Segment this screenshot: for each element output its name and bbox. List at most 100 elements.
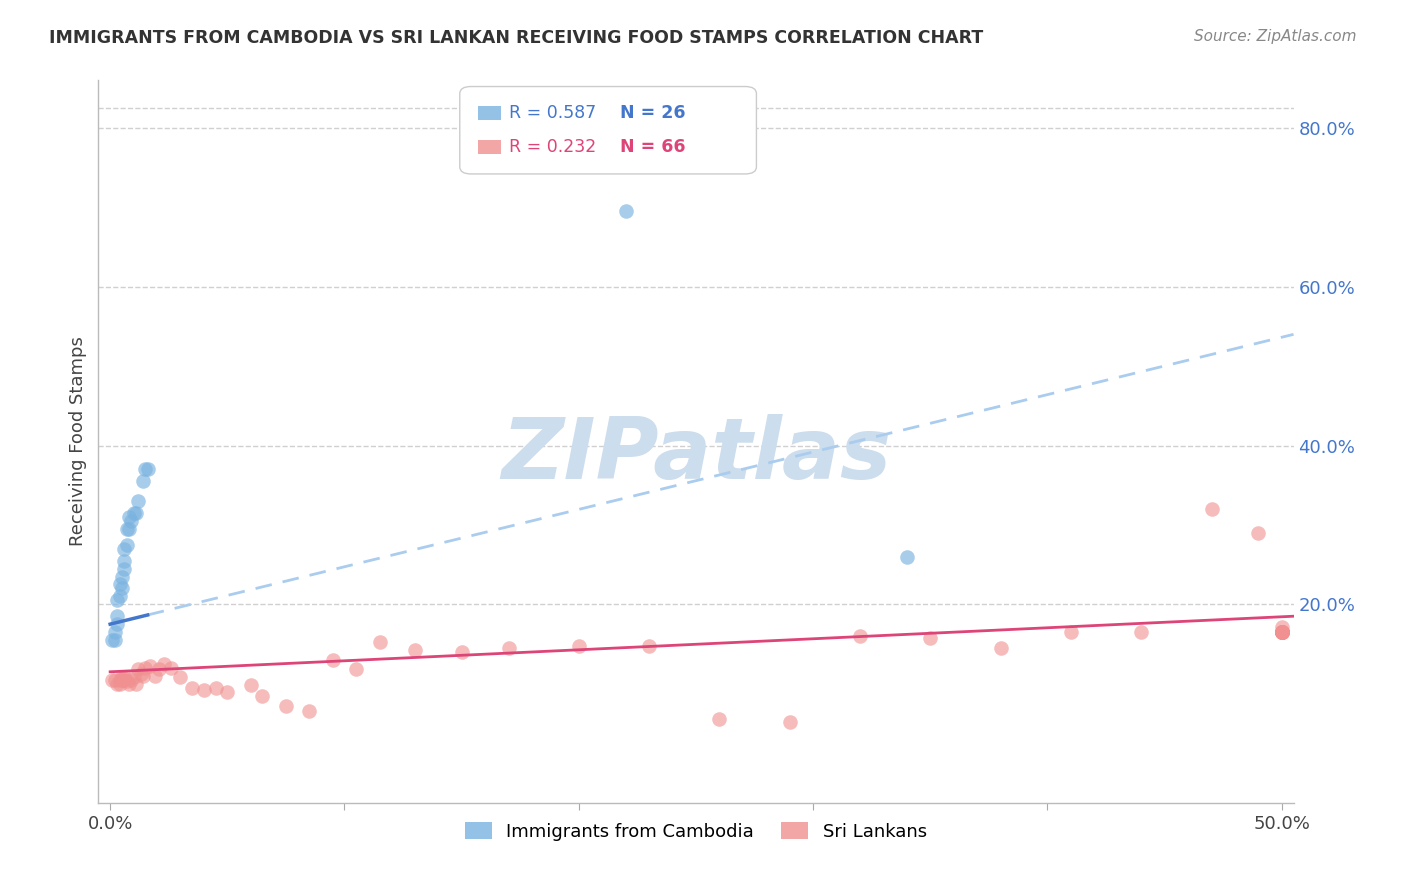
Legend: Immigrants from Cambodia, Sri Lankans: Immigrants from Cambodia, Sri Lankans (458, 815, 934, 848)
Point (217, 684, 239, 698)
Point (1271, 625, 1294, 640)
Point (204, 681, 226, 695)
Text: R = 0.232: R = 0.232 (509, 138, 596, 156)
Point (181, 681, 204, 695)
Point (450, 645, 472, 659)
Point (112, 673, 135, 687)
Point (160, 661, 183, 675)
Point (169, 670, 191, 684)
Point (1271, 625, 1294, 640)
Point (1271, 625, 1294, 640)
Point (104, 633, 127, 648)
Text: N = 26: N = 26 (620, 104, 686, 122)
Point (1271, 625, 1294, 640)
Point (1060, 625, 1083, 640)
Point (111, 582, 134, 596)
Point (322, 653, 344, 667)
Point (896, 549, 918, 564)
Point (104, 673, 127, 687)
Point (101, 633, 124, 648)
Text: IMMIGRANTS FROM CAMBODIA VS SRI LANKAN RECEIVING FOOD STAMPS CORRELATION CHART: IMMIGRANTS FROM CAMBODIA VS SRI LANKAN R… (49, 29, 983, 47)
Y-axis label: Receiving Food Stamps: Receiving Food Stamps (69, 336, 87, 547)
Point (920, 631, 942, 645)
Text: N = 66: N = 66 (620, 138, 686, 156)
Point (127, 662, 149, 676)
Point (1271, 625, 1294, 640)
Point (125, 676, 148, 690)
Point (614, 204, 637, 219)
Point (1130, 625, 1153, 640)
Point (193, 683, 215, 698)
Point (498, 640, 520, 655)
Point (112, 561, 135, 575)
Point (709, 713, 731, 727)
Point (112, 554, 135, 568)
Point (404, 642, 426, 657)
Point (638, 639, 661, 653)
Point (118, 510, 141, 524)
Point (298, 705, 321, 719)
Point (105, 617, 128, 632)
Point (120, 514, 142, 528)
Text: ZIPatlas: ZIPatlas (501, 415, 891, 498)
Point (1271, 625, 1294, 640)
Point (153, 657, 176, 671)
Point (1247, 525, 1270, 540)
Point (1271, 625, 1294, 640)
Point (101, 673, 124, 687)
Point (1201, 502, 1223, 516)
Point (990, 640, 1012, 655)
Point (118, 522, 141, 536)
Point (1271, 625, 1294, 640)
Point (148, 662, 170, 676)
Point (1271, 619, 1294, 633)
Point (105, 676, 128, 690)
Point (568, 639, 591, 653)
Point (118, 676, 141, 690)
Point (108, 673, 131, 687)
Point (779, 714, 801, 729)
Point (252, 689, 274, 703)
Point (1271, 625, 1294, 640)
Point (115, 522, 138, 536)
Point (1271, 625, 1294, 640)
Point (134, 661, 156, 675)
Point (132, 669, 155, 683)
Point (143, 669, 166, 683)
Point (122, 506, 145, 520)
Point (111, 569, 134, 583)
Point (115, 674, 138, 689)
Point (1271, 625, 1294, 640)
Point (344, 662, 367, 676)
Point (122, 670, 145, 684)
Point (134, 462, 156, 476)
Point (108, 577, 131, 591)
Point (104, 625, 127, 640)
Point (1271, 625, 1294, 640)
Point (108, 590, 131, 604)
Point (274, 698, 297, 713)
Point (105, 593, 128, 607)
Point (1271, 625, 1294, 640)
Point (127, 494, 149, 508)
Point (108, 676, 131, 690)
Point (115, 538, 138, 552)
Text: R = 0.587: R = 0.587 (509, 104, 596, 122)
Point (1271, 625, 1294, 640)
Point (112, 670, 135, 684)
Point (136, 462, 159, 476)
Point (368, 635, 391, 649)
Point (129, 667, 152, 681)
Point (139, 659, 162, 673)
Point (111, 673, 134, 687)
Point (111, 670, 134, 684)
Point (125, 506, 148, 520)
Point (849, 629, 872, 643)
Point (132, 475, 155, 489)
Point (1271, 625, 1294, 640)
Point (120, 673, 142, 687)
Point (112, 541, 135, 556)
Point (239, 678, 262, 692)
Point (1271, 625, 1294, 640)
Text: Source: ZipAtlas.com: Source: ZipAtlas.com (1194, 29, 1357, 45)
